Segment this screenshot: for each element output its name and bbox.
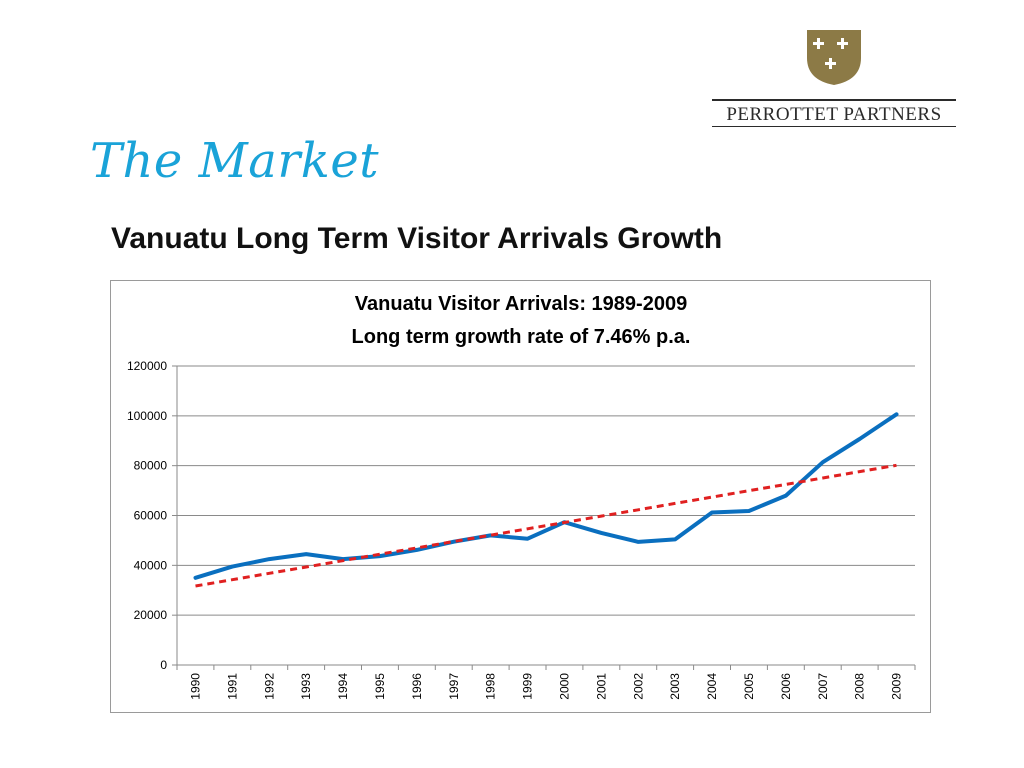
x-tick-label: 1993	[299, 673, 313, 700]
shield-crest-icon	[807, 30, 861, 85]
perrottet-partners-logo: PERROTTET PARTNERS	[712, 28, 958, 128]
x-tick-label: 1997	[447, 673, 461, 700]
trend-line	[195, 463, 897, 588]
x-tick-label: 1995	[373, 673, 387, 700]
y-tick-label: 0	[160, 658, 167, 672]
y-tick-label: 80000	[134, 459, 168, 473]
logo-wordmark: PERROTTET PARTNERS	[726, 104, 942, 125]
x-tick-label: 1998	[484, 673, 498, 700]
chart-frame: Vanuatu Visitor Arrivals: 1989-2009 Long…	[110, 280, 931, 713]
logo-rule-bottom	[712, 126, 956, 127]
x-tick-label: 1994	[336, 673, 350, 700]
x-tick-label: 1996	[410, 673, 424, 700]
chart-subtitle: Long term growth rate of 7.46% p.a.	[352, 326, 691, 348]
x-tick-label: 2003	[668, 673, 682, 700]
y-tick-label: 40000	[134, 558, 168, 572]
y-tick-label: 120000	[127, 359, 167, 373]
line-chart: Vanuatu Visitor Arrivals: 1989-2009 Long…	[127, 293, 916, 700]
x-tick-label: 2009	[890, 673, 904, 700]
x-tick-label: 2000	[557, 673, 571, 700]
x-tick-label: 2005	[742, 673, 756, 700]
visitor-arrivals-line	[193, 412, 899, 580]
x-tick-label: 2008	[853, 673, 867, 700]
slide-subtitle: Vanuatu Long Term Visitor Arrivals Growt…	[111, 222, 723, 255]
x-tick-label: 2002	[631, 673, 645, 700]
x-tick-label: 2006	[779, 673, 793, 700]
x-tick-label: 1991	[225, 673, 239, 700]
x-tick-label: 1992	[262, 673, 276, 700]
y-tick-label: 60000	[134, 509, 168, 523]
x-tick-label: 2007	[816, 673, 830, 700]
x-tick-label: 1990	[188, 673, 202, 700]
x-tick-label: 1999	[521, 673, 535, 700]
x-tick-label: 2004	[705, 673, 719, 700]
y-tick-label: 100000	[127, 409, 167, 423]
y-tick-label: 20000	[134, 608, 168, 622]
logo-rule-top	[712, 99, 956, 101]
slide-title: The Market	[90, 133, 380, 189]
chart-title: Vanuatu Visitor Arrivals: 1989-2009	[355, 293, 687, 315]
x-tick-label: 2001	[594, 673, 608, 700]
